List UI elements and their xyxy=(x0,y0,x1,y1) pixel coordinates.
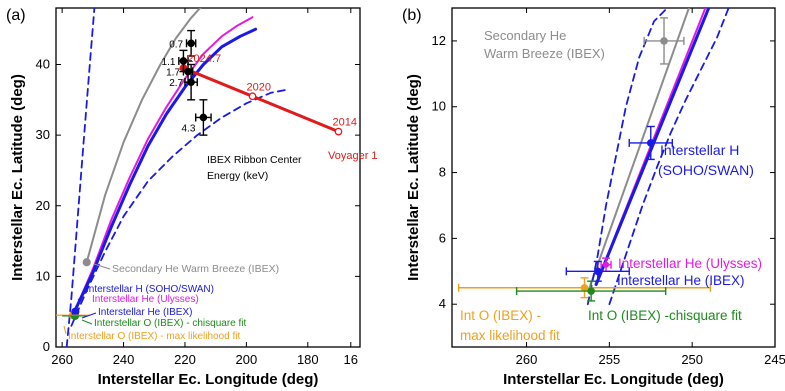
annotation-text: Interstellar H xyxy=(660,142,739,158)
plot-frame xyxy=(55,7,361,348)
y-tick-label: 0 xyxy=(43,339,50,354)
panel-b: 260 255 250 245 4 6 8 10 12 Interstellar Ec. Long… xyxy=(402,7,785,388)
ribbon-energy-label: 2.7 xyxy=(169,78,183,89)
point-blue xyxy=(646,139,655,147)
annotation-text: Interstellar He (Ulysses) xyxy=(618,256,762,271)
x-tick-label: 16 xyxy=(344,352,358,367)
ribbon-energy-label: 1.7 xyxy=(166,68,180,79)
voyager-marker xyxy=(334,127,343,136)
annotation-text: Interstellar O (IBEX) - max likelihood f… xyxy=(68,331,240,342)
voyager-marker-label: 2020 xyxy=(247,81,271,93)
x-tick-label: 260 xyxy=(516,352,538,367)
annotation-text: Warm Breeze (IBEX) xyxy=(484,46,605,61)
y-axis-title: Interstellar Ec. Latitude (deg) xyxy=(9,74,26,281)
annotation-text: IBEX Ribbon Center xyxy=(207,154,302,166)
annotation-text: Int O (IBEX) - xyxy=(460,308,541,323)
annotation-text: Interstellar He (Ulysses) xyxy=(92,294,199,305)
panel-a-plot xyxy=(56,8,343,347)
y-tick-label: 6 xyxy=(439,230,446,245)
x-tick-label: 200 xyxy=(236,352,258,367)
annotation-text: (SOHO/SWAN) xyxy=(658,162,754,178)
annotation-text: Voyager 1 xyxy=(328,150,378,162)
x-tick-label: 245 xyxy=(764,352,785,367)
point-blue xyxy=(593,267,602,276)
x-axis-title: Interstellar Ec. Longitude (deg) xyxy=(98,371,319,388)
annotation-text: Interstellar He (IBEX) xyxy=(617,273,745,288)
annotation-leader xyxy=(81,319,93,325)
x-tick-label: 255 xyxy=(599,352,621,367)
voyager-marker xyxy=(248,92,257,101)
y-tick-label: 30 xyxy=(36,127,50,142)
x-tick-label: 240 xyxy=(113,352,135,367)
ribbon-point xyxy=(184,67,192,76)
point-blue xyxy=(71,307,80,316)
x-tick-label: 220 xyxy=(174,352,196,367)
ribbon-energy-label: 4.3 xyxy=(181,123,195,134)
annotation-leader xyxy=(93,263,111,270)
y-tick-label: 40 xyxy=(36,57,50,72)
annotation-text: Secondary He xyxy=(484,28,566,43)
y-axis-title: Interstellar Ec. Latitude (deg) xyxy=(405,74,422,281)
x-axis-title: Interstellar Ec. Longitude (deg) xyxy=(503,371,724,388)
series-line-secondary-he-warm-breeze-ibex xyxy=(588,8,690,289)
ribbon-point xyxy=(199,113,208,122)
annotation-text: Interstellar O (IBEX) - chisquare fit xyxy=(94,318,246,329)
ribbon-energy-label: 0.7 xyxy=(169,39,183,50)
annotation-text: max likelihood fit xyxy=(460,328,560,343)
point-orange xyxy=(580,283,589,292)
point-gray xyxy=(660,37,668,45)
y-tick-label: 20 xyxy=(36,198,50,213)
y-tick-label: 8 xyxy=(439,165,446,180)
ribbon-energy-label: 1.1 xyxy=(162,57,176,68)
series-line-interstellar-h-soho-swan xyxy=(70,88,291,327)
point-magenta xyxy=(602,261,610,268)
series-line-interstellar-h-soho-swan xyxy=(65,8,96,347)
point-gray xyxy=(82,258,91,267)
ribbon-point xyxy=(187,78,195,86)
annotation-leader xyxy=(81,312,97,319)
voyager-marker-label: 2024.7 xyxy=(187,53,221,65)
annotation-text: Interstellar He (IBEX) xyxy=(98,307,192,318)
y-tick-label: 10 xyxy=(36,268,50,283)
annotation-text: Secondary He Warm Breeze (IBEX) xyxy=(112,263,279,275)
voyager-marker-label: 2014 xyxy=(333,117,357,129)
annotation-leader xyxy=(77,291,87,301)
y-tick-label: 4 xyxy=(439,296,446,311)
series-line-interstellar-h-soho-swan xyxy=(608,8,730,306)
ribbon-point xyxy=(187,39,195,48)
annotation-text: Int O (IBEX) -chisquare fit xyxy=(588,308,742,323)
y-tick-label: 12 xyxy=(432,33,446,48)
annotation-text: Energy (keV) xyxy=(207,170,268,182)
x-tick-label: 180 xyxy=(297,352,319,367)
x-tick-label: 250 xyxy=(681,352,703,367)
x-tick-label: 260 xyxy=(51,352,73,367)
panel-b-plot xyxy=(457,8,730,306)
annotation-text: Interstellar H (SOHO/SWAN) xyxy=(86,284,214,295)
series-line-interstellar-he-ulysses xyxy=(75,16,254,310)
panel-label: (a) xyxy=(6,7,26,24)
y-tick-label: 10 xyxy=(432,99,446,114)
panel-label: (b) xyxy=(402,7,422,24)
series-line-interstellar-he-ibex xyxy=(72,27,258,314)
series-line-secondary-he-warm-breeze-ibex xyxy=(85,8,202,264)
plot-frame xyxy=(451,7,776,348)
point-green xyxy=(587,287,595,295)
annotation-leader xyxy=(63,325,67,335)
